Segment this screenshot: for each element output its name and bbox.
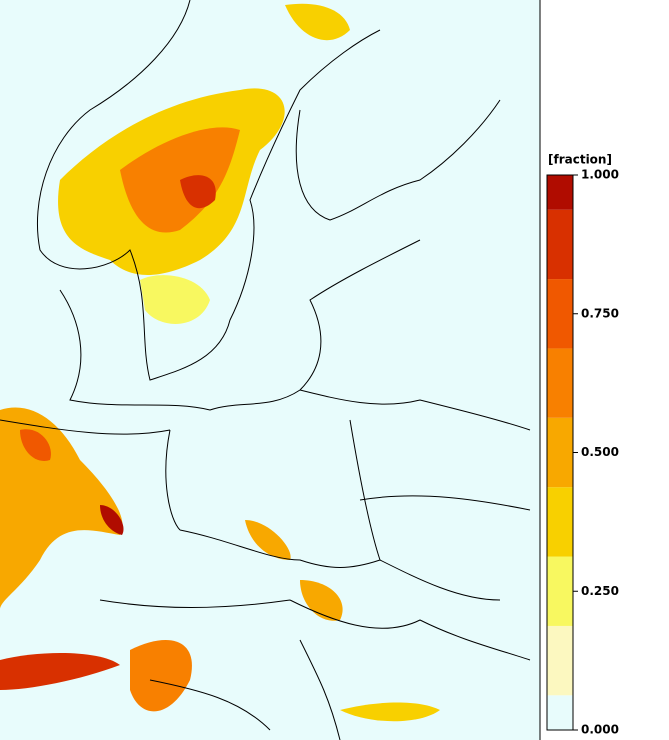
colorbar: 0.000 0.250 0.500 0.750 1.000 [546,168,619,737]
colorbar-bin [547,625,573,696]
colorbar-tick-label: 0.750 [581,306,619,320]
colorbar-tick-label: 0.000 [581,723,619,737]
colorbar-bin [547,175,573,210]
colorbar-bin [547,556,573,626]
colorbar-bin [547,209,573,280]
colorbar-tick-label: 0.500 [581,445,619,459]
colorbar-bin [547,695,573,730]
colorbar-bin [547,279,573,349]
colorbar-bin [547,348,573,418]
colorbar-tick-label: 0.250 [581,584,619,598]
colorbar-bin [547,417,573,488]
colorbar-unit: [fraction] [548,153,612,167]
colorbar-tick-label: 1.000 [581,168,619,182]
snow-fields [0,3,440,722]
coastlines-borders [0,0,531,740]
colorbar-bin [547,487,573,557]
